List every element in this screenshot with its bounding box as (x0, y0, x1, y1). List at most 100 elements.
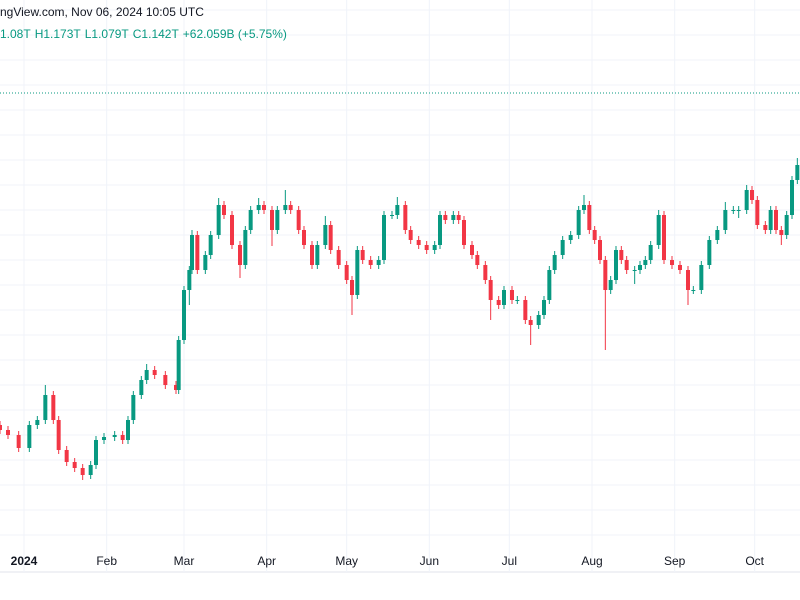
candle-body (784, 215, 789, 235)
candle-body (699, 265, 704, 290)
candle-body (598, 240, 602, 260)
candle-body (542, 300, 546, 315)
candle-body (336, 250, 341, 265)
candle-body (670, 260, 674, 265)
x-tick-label: Jul (502, 554, 517, 568)
candle-body (662, 215, 666, 260)
candle-body (174, 385, 178, 390)
candle-body (456, 215, 461, 220)
candle-body (643, 260, 648, 265)
x-tick-label: Oct (745, 554, 764, 568)
candle-body (176, 340, 181, 390)
candle-body (795, 165, 800, 180)
candle-body (790, 180, 794, 215)
candle-body (163, 375, 168, 385)
candle-body (80, 468, 85, 475)
candle-body (483, 265, 488, 280)
candle-body (382, 215, 386, 260)
candle-body (0, 425, 2, 430)
candle-body (648, 245, 653, 260)
candle-body (203, 255, 208, 270)
candle-body (408, 230, 413, 240)
candle-body (56, 420, 61, 450)
candle-body (88, 465, 93, 475)
candle-body (592, 230, 597, 240)
candle-body (395, 205, 400, 215)
legend-value: +62.059B (+5.75%) (182, 27, 287, 41)
candle-body (376, 260, 381, 265)
candle-body (523, 300, 528, 320)
candle-body (310, 245, 314, 265)
candle-body (248, 210, 253, 230)
candle-body (64, 450, 69, 462)
candle-body (438, 215, 442, 245)
legend-value: C1.142T (132, 27, 179, 41)
candle-body (691, 290, 696, 291)
candle-body (462, 220, 466, 245)
candle-body (552, 255, 557, 270)
candle-body (51, 395, 56, 420)
candle-body (6, 430, 10, 435)
x-tick-label: May (335, 554, 358, 568)
candle-body (568, 235, 573, 240)
candle-body (723, 210, 728, 230)
candle-body (35, 420, 40, 425)
x-tick-label: Aug (581, 554, 602, 568)
x-tick-label: Mar (174, 554, 195, 568)
candle-body (350, 280, 354, 295)
candle-body (510, 290, 514, 300)
x-tick-label: Feb (96, 554, 117, 568)
candle-body (587, 205, 592, 230)
candle-body (763, 225, 768, 230)
candle-body (488, 280, 493, 300)
candle-body (120, 435, 125, 440)
candle-body (707, 240, 712, 265)
candle-body (686, 270, 690, 290)
candle-body (424, 245, 429, 250)
candle-body (344, 265, 349, 280)
candle-body (755, 200, 760, 225)
candle-body (451, 215, 456, 220)
candle-body (656, 215, 661, 245)
x-tick-label: Apr (257, 554, 276, 568)
candle-body (16, 435, 21, 448)
candle-body (576, 210, 581, 235)
candle-body (315, 245, 320, 265)
candle-body (536, 315, 541, 325)
grid (0, 0, 800, 572)
candle-body (678, 265, 682, 270)
candle-body (302, 230, 306, 245)
candle-body (144, 370, 149, 380)
legend-value: H1.173T (34, 27, 81, 41)
ohlc-legend: 1.08T H1.173T L1.079T C1.142T +62.059B (+5.7… (0, 27, 291, 41)
candle-body (102, 437, 106, 440)
candle-body (323, 225, 328, 245)
candle-body (603, 260, 608, 290)
candle-body (222, 205, 226, 215)
chart-title: ngView.com, Nov 06, 2024 10:05 UTC (0, 5, 204, 19)
candle-body (275, 210, 280, 230)
x-tick-label: 2024 (11, 554, 38, 568)
candle-body (774, 210, 778, 230)
candle-body (731, 210, 736, 211)
candle-body (182, 290, 186, 340)
x-tick-label: Jun (420, 554, 439, 568)
candle-body (126, 420, 130, 440)
candle-body (768, 210, 773, 230)
candle-body (608, 280, 613, 290)
candle-body (27, 425, 32, 448)
candle-body (296, 210, 301, 230)
candle-body (624, 260, 629, 270)
candle-body (94, 440, 98, 465)
candle-body (614, 250, 618, 280)
candle-body (416, 240, 421, 245)
candle-body (496, 300, 501, 305)
candle-body (328, 225, 333, 250)
legend-value: 1.08T (0, 27, 31, 41)
candle-body (360, 250, 365, 260)
candle-body (443, 215, 448, 220)
candle-body (515, 300, 520, 301)
candle-body (139, 380, 144, 395)
